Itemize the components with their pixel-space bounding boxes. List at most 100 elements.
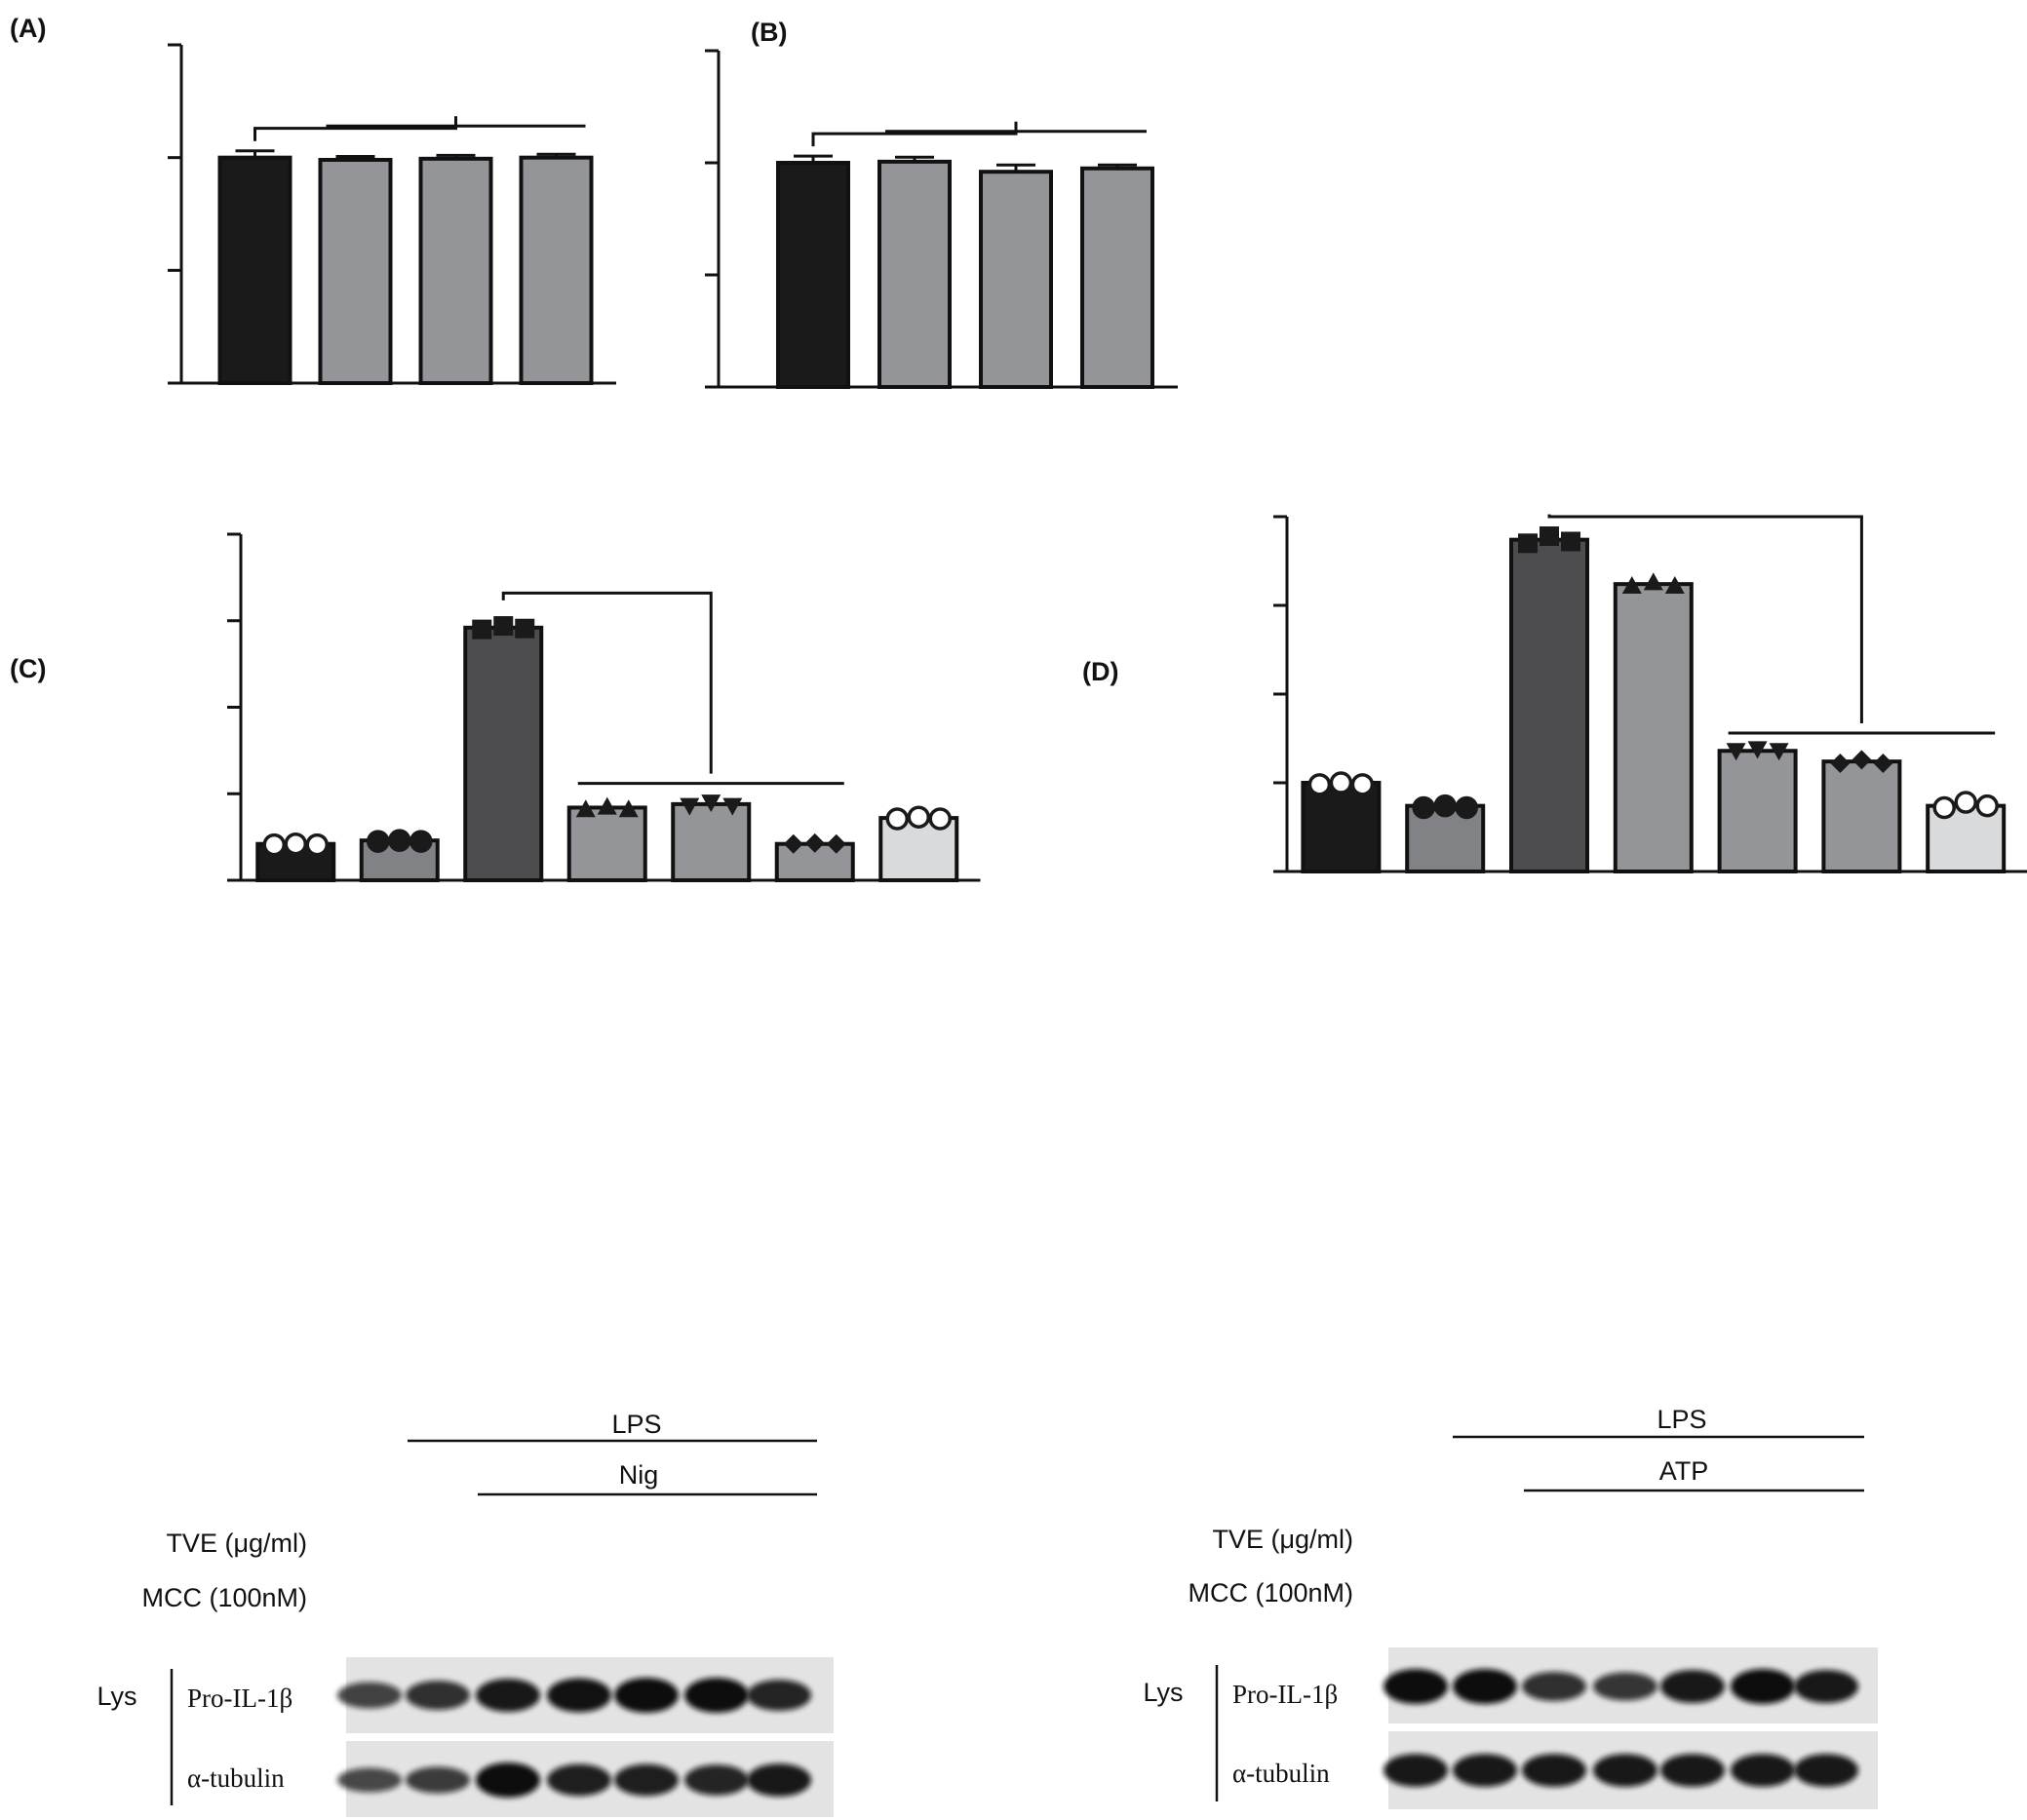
data-point [1954, 791, 1977, 814]
lys-label: Lys [97, 1682, 136, 1711]
data-point [1873, 753, 1893, 773]
chart-b [705, 49, 1178, 389]
data-point [907, 805, 930, 829]
western-blot-c: LPS Nig TVE (μg/ml) MCC (100nM) Lys Pro-… [97, 1410, 834, 1817]
bar [1717, 749, 1798, 873]
panel-label-a: (A) [10, 14, 46, 43]
band-tubulin [1660, 1754, 1725, 1787]
band-tubulin [337, 1767, 402, 1793]
blot-tve-label: TVE (μg/ml) [1212, 1525, 1353, 1554]
blot-mcc-label: MCC (100nM) [1188, 1578, 1353, 1607]
band-tubulin [1522, 1754, 1586, 1787]
band-pro-il1b [684, 1678, 749, 1713]
band-tubulin [1794, 1754, 1858, 1787]
data-point [305, 833, 329, 857]
band-pro-il1b [1522, 1672, 1586, 1701]
band-pro-il1b [406, 1681, 470, 1710]
band-pro-il1b [1384, 1669, 1448, 1704]
data-point [1643, 572, 1663, 591]
chart-d [1273, 514, 2027, 873]
bar [1613, 582, 1694, 873]
bar [1509, 537, 1589, 873]
data-point [1307, 773, 1332, 796]
bar [979, 170, 1053, 389]
data-point [575, 799, 596, 818]
blot-tve-label: TVE (μg/ml) [166, 1529, 307, 1558]
band-tubulin [1731, 1754, 1795, 1787]
data-point [1621, 575, 1642, 594]
pro-il1b-label: Pro-IL-1β [1232, 1680, 1338, 1709]
data-point [1932, 795, 1956, 820]
bar [1821, 759, 1902, 873]
data-point [826, 833, 846, 854]
data-point [885, 807, 909, 831]
lys-label: Lys [1143, 1678, 1183, 1707]
chart-a [168, 43, 616, 385]
band-pro-il1b [547, 1678, 611, 1713]
significance-bracket [253, 116, 457, 141]
data-point [1433, 794, 1457, 818]
blot-mcc-label: MCC (100nM) [141, 1583, 307, 1612]
data-point [1561, 531, 1580, 552]
atp-label: ATP [1659, 1456, 1709, 1486]
data-point [409, 830, 433, 853]
band-pro-il1b [1731, 1669, 1795, 1704]
data-point [1852, 750, 1872, 770]
bar [418, 156, 493, 385]
bar [1080, 166, 1154, 389]
band-tubulin [684, 1764, 749, 1796]
bar [519, 155, 594, 385]
data-point [1830, 753, 1851, 773]
panel-label-d: (D) [1082, 657, 1118, 686]
data-point [928, 807, 952, 831]
data-point [804, 833, 825, 853]
bar [776, 161, 850, 389]
western-blot-d: LPS ATP TVE (μg/ml) MCC (100nM) Lys Pro-… [1143, 1405, 1878, 1809]
band-tubulin [747, 1763, 811, 1797]
band-pro-il1b [1453, 1669, 1517, 1704]
bar [877, 159, 952, 389]
data-point [1975, 794, 1999, 818]
lps-label: LPS [611, 1410, 661, 1439]
data-point [680, 797, 700, 816]
band-pro-il1b [614, 1678, 679, 1713]
bar [463, 625, 544, 882]
band-pro-il1b [1593, 1672, 1657, 1701]
band-pro-il1b [747, 1680, 811, 1711]
bar [566, 805, 647, 883]
data-point [262, 833, 286, 857]
band-pro-il1b [1794, 1670, 1858, 1703]
data-point [515, 618, 535, 639]
data-point [493, 616, 514, 637]
data-point [1518, 533, 1538, 554]
data-point [722, 797, 743, 816]
panel-label-c: (C) [10, 654, 46, 683]
data-point [472, 619, 492, 639]
data-point [1350, 773, 1375, 796]
band-tubulin [547, 1763, 611, 1797]
pro-il1b-label: Pro-IL-1β [187, 1684, 292, 1713]
band-pro-il1b [476, 1679, 540, 1712]
chart-c [227, 532, 981, 883]
data-point [1412, 795, 1435, 820]
data-point [1747, 741, 1768, 759]
data-point [1769, 743, 1789, 761]
band-tubulin [406, 1766, 470, 1794]
band-tubulin [1384, 1754, 1448, 1787]
data-point [388, 829, 411, 852]
data-point [1540, 526, 1559, 547]
data-point [618, 799, 639, 818]
band-tubulin [476, 1762, 540, 1798]
band-pro-il1b [337, 1682, 402, 1709]
significance-bracket [501, 591, 713, 774]
band-tubulin [1453, 1754, 1517, 1787]
lps-label: LPS [1657, 1405, 1706, 1434]
panel-label-b: (B) [751, 18, 787, 47]
data-point [1329, 771, 1353, 794]
data-point [783, 833, 803, 854]
band-tubulin [614, 1763, 679, 1797]
data-point [284, 832, 307, 856]
data-point [701, 794, 721, 813]
data-point [597, 796, 617, 815]
